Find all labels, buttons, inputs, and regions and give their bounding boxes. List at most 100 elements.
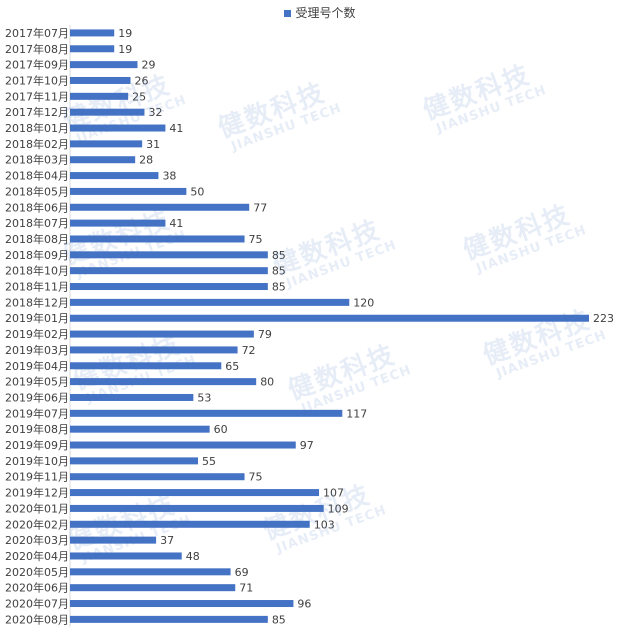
y-tick-label: 2019年05月	[5, 375, 69, 389]
bar	[70, 600, 294, 608]
bar	[70, 489, 320, 497]
data-label: 109	[328, 502, 349, 515]
data-label: 223	[593, 312, 614, 325]
y-tick-label: 2019年09月	[5, 438, 69, 452]
bar	[70, 584, 236, 592]
bar	[70, 267, 268, 275]
y-tick-label: 2020年04月	[5, 549, 69, 563]
bar	[70, 378, 257, 386]
data-label: 85	[272, 613, 286, 626]
y-tick-label: 2018年10月	[5, 264, 69, 278]
data-label: 85	[272, 249, 286, 262]
bar	[70, 45, 115, 53]
bar	[70, 108, 145, 116]
data-label: 80	[260, 376, 274, 389]
bar	[70, 362, 222, 370]
data-label: 97	[300, 439, 314, 452]
data-label: 29	[141, 59, 155, 72]
y-tick-label: 2019年07月	[5, 406, 69, 420]
data-label: 71	[239, 582, 253, 595]
y-tick-label: 2019年02月	[5, 327, 69, 341]
data-label: 48	[186, 550, 200, 563]
bar	[70, 536, 157, 544]
data-label: 79	[258, 328, 272, 341]
data-label: 120	[353, 296, 374, 309]
y-tick-label: 2018年05月	[5, 184, 69, 198]
data-label: 75	[249, 233, 263, 246]
bar	[70, 61, 138, 69]
data-label: 32	[148, 106, 162, 119]
bar	[70, 568, 231, 576]
bar	[70, 552, 182, 560]
data-label: 50	[190, 185, 204, 198]
bar	[70, 504, 324, 512]
legend-label: 受理号个数	[295, 6, 356, 20]
y-tick-label: 2017年09月	[5, 58, 69, 72]
y-tick-label: 2019年01月	[5, 311, 69, 325]
bar	[70, 314, 589, 322]
data-label: 77	[253, 201, 267, 214]
y-tick-label: 2020年08月	[5, 612, 69, 626]
bar	[70, 187, 187, 195]
y-tick-label: 2018年08月	[5, 232, 69, 246]
bar	[70, 124, 166, 132]
data-label: 31	[146, 138, 160, 151]
y-tick-label: 2017年07月	[5, 26, 69, 40]
data-label: 65	[225, 360, 239, 373]
y-tick-label: 2018年04月	[5, 169, 69, 183]
bar	[70, 235, 245, 243]
bar	[70, 615, 268, 623]
y-tick-label: 2019年12月	[5, 486, 69, 500]
y-tick-label: 2019年11月	[5, 470, 69, 484]
data-label: 117	[346, 407, 367, 420]
bar	[70, 441, 296, 449]
y-tick-label: 2019年10月	[5, 454, 69, 468]
y-tick-label: 2020年07月	[5, 597, 69, 611]
y-tick-label: 2018年12月	[5, 295, 69, 309]
y-tick-label: 2018年09月	[5, 248, 69, 262]
data-label: 103	[314, 518, 335, 531]
bar	[70, 346, 238, 354]
data-label: 28	[139, 154, 153, 167]
data-label: 69	[235, 566, 249, 579]
bar	[70, 298, 350, 306]
y-tick-label: 2018年01月	[5, 121, 69, 135]
y-tick-label: 2017年08月	[5, 42, 69, 56]
data-label: 96	[297, 598, 311, 611]
y-tick-label: 2018年11月	[5, 280, 69, 294]
bar	[70, 520, 310, 528]
data-label: 75	[249, 471, 263, 484]
data-label: 19	[118, 27, 132, 40]
data-label: 85	[272, 281, 286, 294]
bar	[70, 425, 210, 433]
data-label: 37	[160, 534, 174, 547]
data-label: 53	[197, 391, 211, 404]
y-tick-label: 2020年05月	[5, 565, 69, 579]
y-tick-label: 2018年06月	[5, 200, 69, 214]
y-tick-label: 2020年06月	[5, 581, 69, 595]
data-label: 41	[169, 122, 183, 135]
y-tick-label: 2019年03月	[5, 343, 69, 357]
bar	[70, 330, 254, 338]
bar	[70, 156, 136, 164]
y-tick-label: 2018年03月	[5, 153, 69, 167]
bar	[70, 219, 166, 227]
y-tick-label: 2018年02月	[5, 137, 69, 151]
y-tick-label: 2019年04月	[5, 359, 69, 373]
data-label: 25	[132, 90, 146, 103]
y-tick-label: 2019年06月	[5, 390, 69, 404]
bar	[70, 393, 194, 401]
data-label: 85	[272, 265, 286, 278]
bar	[70, 457, 199, 465]
y-tick-label: 2017年11月	[5, 89, 69, 103]
y-tick-label: 2017年10月	[5, 73, 69, 87]
bar	[70, 92, 129, 100]
bar	[70, 203, 250, 211]
y-tick-label: 2018年07月	[5, 216, 69, 230]
data-label: 60	[214, 423, 228, 436]
legend-swatch	[284, 10, 292, 17]
data-label: 38	[162, 170, 176, 183]
bar	[70, 76, 131, 84]
data-label: 55	[202, 455, 216, 468]
